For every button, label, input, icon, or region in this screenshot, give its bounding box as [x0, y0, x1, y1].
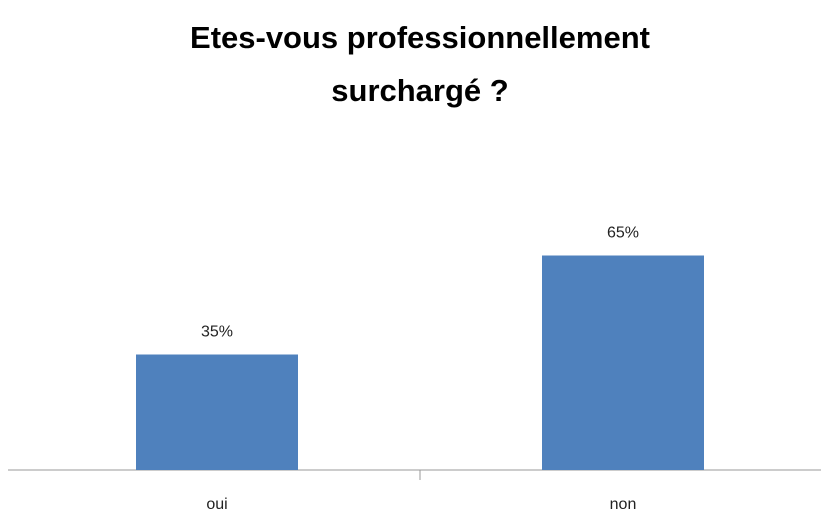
bar: [542, 255, 704, 470]
data-label: 35%: [201, 324, 233, 341]
chart-title: Etes-vous professionnellement: [190, 20, 650, 55]
x-tick-label: oui: [206, 496, 227, 512]
bar: [136, 354, 298, 470]
x-tick-label: non: [610, 496, 637, 512]
data-label: 65%: [607, 225, 639, 242]
chart-title: surchargé ?: [331, 73, 508, 108]
